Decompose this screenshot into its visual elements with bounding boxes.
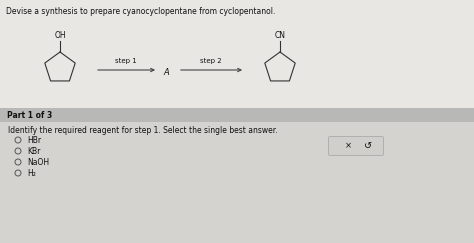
Text: HBr: HBr <box>27 136 41 145</box>
FancyBboxPatch shape <box>328 137 383 156</box>
Text: OH: OH <box>54 31 66 40</box>
Text: A: A <box>163 68 169 77</box>
Text: Part 1 of 3: Part 1 of 3 <box>7 111 52 120</box>
Text: H₂: H₂ <box>27 168 36 177</box>
Text: KBr: KBr <box>27 147 40 156</box>
Text: CN: CN <box>274 31 285 40</box>
Text: step 2: step 2 <box>200 58 222 64</box>
Text: NaOH: NaOH <box>27 157 49 166</box>
Bar <box>0 108 474 122</box>
Bar <box>0 122 474 243</box>
Text: Devise a synthesis to prepare cyanocyclopentane from cyclopentanol.: Devise a synthesis to prepare cyanocyclo… <box>6 7 275 16</box>
Text: step 1: step 1 <box>115 58 137 64</box>
Text: Identify the required reagent for step 1. Select the single best answer.: Identify the required reagent for step 1… <box>8 126 278 135</box>
Text: ↺: ↺ <box>364 141 372 151</box>
Text: ×: × <box>345 141 352 150</box>
